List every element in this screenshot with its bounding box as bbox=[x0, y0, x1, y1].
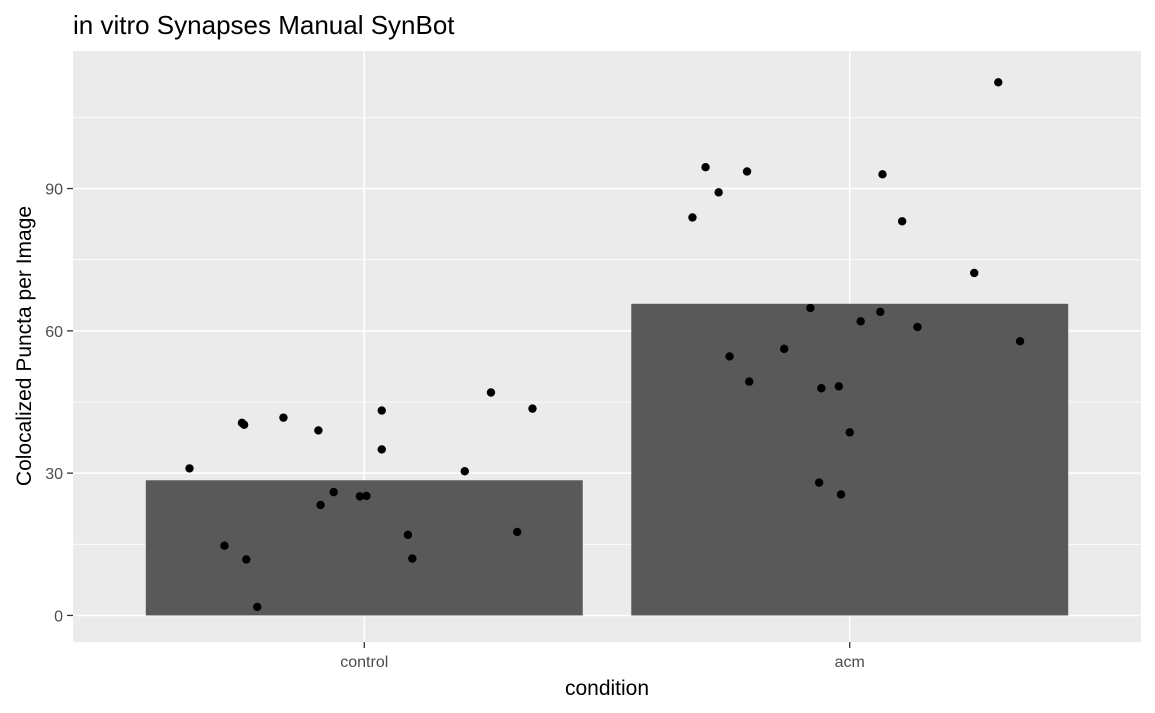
y-axis-title: Colocalized Puncta per Image bbox=[13, 206, 36, 486]
point-acm bbox=[714, 188, 723, 197]
point-acm bbox=[876, 307, 885, 317]
x-axis-title: condition bbox=[565, 677, 649, 700]
point-acm bbox=[725, 352, 734, 361]
point-control bbox=[185, 464, 194, 473]
point-acm bbox=[836, 490, 846, 499]
point-control bbox=[239, 420, 249, 429]
point-control bbox=[486, 388, 496, 397]
point-control bbox=[362, 491, 371, 501]
point-acm bbox=[701, 163, 710, 172]
point-control bbox=[377, 406, 386, 415]
point-acm bbox=[878, 170, 887, 179]
point-control bbox=[253, 602, 262, 612]
x-tick-label: acm bbox=[835, 654, 865, 671]
point-control bbox=[279, 413, 288, 422]
bar-control bbox=[145, 480, 583, 616]
point-control bbox=[242, 555, 251, 564]
point-acm bbox=[1015, 337, 1025, 346]
point-acm bbox=[817, 384, 826, 393]
point-acm bbox=[742, 167, 752, 176]
point-control bbox=[408, 554, 417, 563]
y-tick-label: 60 bbox=[45, 324, 63, 341]
point-control bbox=[512, 527, 522, 537]
point-control bbox=[528, 404, 537, 413]
point-acm bbox=[970, 268, 979, 278]
point-acm bbox=[814, 478, 824, 487]
point-acm bbox=[913, 322, 922, 332]
chart-title: in vitro Synapses Manual SynBot bbox=[73, 10, 455, 40]
y-tick-label: 0 bbox=[54, 608, 63, 625]
points bbox=[185, 78, 1025, 612]
point-acm bbox=[994, 78, 1003, 87]
point-acm bbox=[834, 382, 844, 391]
point-control bbox=[314, 426, 323, 435]
point-acm bbox=[897, 217, 907, 226]
point-control bbox=[355, 492, 365, 501]
point-control bbox=[377, 445, 386, 454]
x-tick-label: control bbox=[340, 654, 388, 671]
point-acm bbox=[856, 317, 865, 326]
point-acm bbox=[779, 344, 789, 354]
point-control bbox=[460, 467, 469, 476]
point-acm bbox=[745, 377, 754, 386]
point-control bbox=[220, 541, 229, 550]
point-acm bbox=[688, 213, 697, 222]
point-acm bbox=[806, 303, 815, 313]
y-tick-label: 30 bbox=[45, 466, 63, 483]
x-axis: control acm bbox=[340, 642, 865, 671]
point-acm bbox=[845, 428, 854, 437]
y-tick-label: 90 bbox=[45, 182, 63, 199]
point-control bbox=[329, 487, 338, 497]
bar-acm bbox=[631, 303, 1069, 616]
point-control bbox=[403, 530, 413, 540]
point-control bbox=[316, 500, 325, 510]
y-axis: 0 30 60 90 bbox=[45, 182, 73, 625]
bars bbox=[145, 303, 1069, 616]
